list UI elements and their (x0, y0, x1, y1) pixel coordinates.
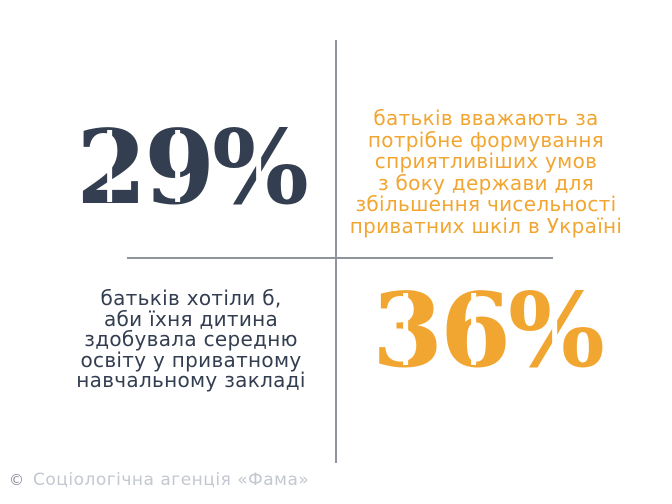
description-line: батьків вважають за (373, 106, 599, 130)
source-label: Соціологічна агенція «Фама» (33, 470, 310, 490)
description-line: збільшення чисельності (355, 192, 617, 216)
stat-36-value: 36% (372, 271, 605, 391)
source-attribution: © Соціологічна агенція «Фама» (9, 470, 309, 490)
stat-36-description: батьків хотіли б, аби їхня дитина здобув… (41, 288, 341, 391)
description-line: батьків хотіли б, (100, 286, 282, 310)
description-line: приватних шкіл в Україні (349, 213, 623, 238)
copyright-icon: © (9, 470, 24, 489)
stat-29-description: батьків вважають за потрібне формування … (336, 106, 636, 238)
description-line: з боку держави для (377, 170, 595, 195)
description-line: освіту у приватному (80, 347, 302, 372)
stat-29-value: 29% (76, 108, 309, 228)
vertical-divider-line (335, 40, 337, 463)
description-line: аби їхня дитина (103, 306, 279, 331)
horizontal-divider-line (127, 257, 553, 259)
description-line: сприятливіших умов (374, 149, 598, 173)
description-line: навчальному закладі (76, 368, 306, 392)
description-line: потрібне формування (367, 127, 605, 152)
description-line: здобувала середню (84, 327, 298, 351)
